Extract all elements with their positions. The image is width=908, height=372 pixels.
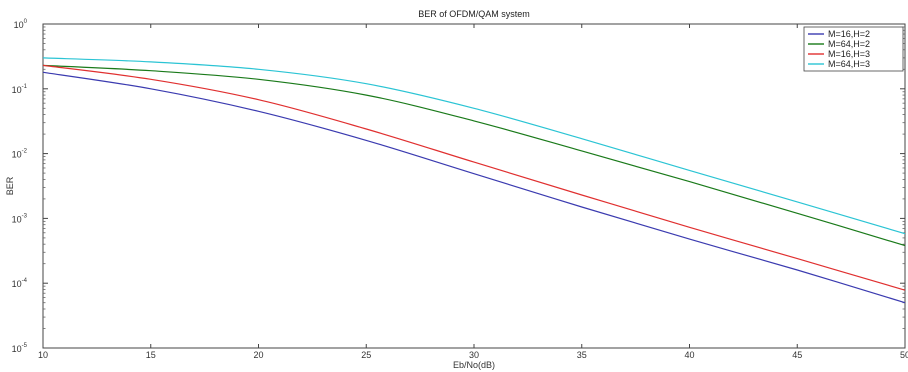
x-tick-label: 35 [577,350,587,360]
y-tick-label: 100 [14,19,28,30]
series-line-m-64-h-3 [42,57,906,235]
y-tick-label: 10-4 [12,278,28,289]
x-axis-label: Eb/No(dB) [453,360,495,370]
legend-entry: M=16,H=2 [828,29,870,39]
x-tick-label: 40 [684,350,694,360]
x-tick-label: 25 [361,350,371,360]
chart-title: BER of OFDM/QAM system [418,9,530,19]
x-tick-label: 15 [146,350,156,360]
series-lines [42,57,906,304]
y-tick-label: 10-2 [12,149,28,160]
legend: M=16,H=2M=64,H=2M=16,H=3M=64,H=3 [803,26,904,72]
y-tick-label: 10-1 [12,84,28,95]
x-tick-label: 20 [253,350,263,360]
series-line-m-16-h-3 [42,64,906,291]
legend-entry: M=64,H=3 [828,59,870,69]
axis-ticks: 10 15 20 25 30 35 40 45 50 100 10-1 10-2 10-3 10-4 10-… [12,19,908,360]
y-tick-label: 10-3 [12,213,28,224]
series-line-m-16-h-2 [42,71,906,304]
legend-entry: M=64,H=2 [828,39,870,49]
x-tick-label: 45 [792,350,802,360]
series-line-m-64-h-2 [42,64,906,247]
x-tick-label: 50 [900,350,908,360]
y-tick-label: 10-5 [12,343,28,354]
y-axis-label: BER [5,176,15,195]
plot-area [42,23,906,349]
legend-entry: M=16,H=3 [828,49,870,59]
x-tick-label: 10 [38,350,48,360]
x-tick-label: 30 [469,350,479,360]
